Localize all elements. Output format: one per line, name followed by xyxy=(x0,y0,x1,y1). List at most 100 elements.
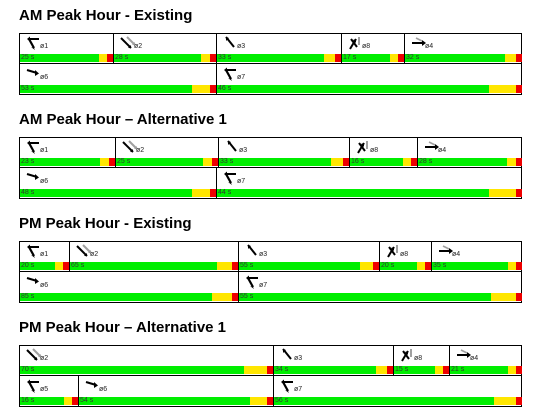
phase-duration: 16 s xyxy=(21,397,35,404)
phase-duration: 23 s xyxy=(21,158,35,165)
red-interval xyxy=(343,158,349,166)
green-interval xyxy=(20,262,55,270)
phase-duration: 34 s xyxy=(275,366,289,373)
phase-separator xyxy=(216,168,217,199)
phase-separator xyxy=(431,241,432,272)
diagram-right-border xyxy=(521,241,522,303)
green-interval xyxy=(239,262,360,270)
green-interval xyxy=(20,85,192,93)
phase-label: ø4 xyxy=(452,251,461,258)
yellow-interval xyxy=(403,158,411,166)
phase-label: ø3 xyxy=(259,251,268,258)
yellow-interval xyxy=(201,54,210,62)
left-turn-arrow-icon xyxy=(25,139,43,160)
yellow-interval xyxy=(100,158,109,166)
green-interval xyxy=(219,158,331,166)
phase-label: ø6 xyxy=(99,386,108,393)
phase-duration: 70 s xyxy=(21,366,35,373)
red-interval xyxy=(212,158,218,166)
left-turn-arrow-icon xyxy=(244,274,262,295)
red-interval xyxy=(387,366,393,374)
phase-duration: 33 s xyxy=(218,54,232,61)
green-interval xyxy=(20,366,244,374)
left-turn-arrow-icon xyxy=(222,66,240,87)
row-separator xyxy=(19,63,522,64)
row-separator xyxy=(19,167,522,168)
diagram-bottom-border xyxy=(19,94,522,95)
through-left-arrow-icon xyxy=(75,243,93,264)
yellow-interval xyxy=(489,85,516,93)
green-interval xyxy=(274,366,376,374)
phase-separator xyxy=(216,64,217,95)
phase-label: ø7 xyxy=(259,282,268,289)
through-arrow-icon xyxy=(25,274,43,295)
green-interval xyxy=(432,262,508,270)
phase-label: ø2 xyxy=(134,43,143,50)
diagram-left-border xyxy=(19,345,20,407)
green-interval xyxy=(380,262,417,270)
green-interval xyxy=(20,293,212,301)
phase-label: ø3 xyxy=(294,355,303,362)
red-interval xyxy=(72,397,78,405)
phase-label: ø2 xyxy=(40,355,49,362)
phase-label: ø1 xyxy=(40,251,49,258)
phase-duration: 20 s xyxy=(21,262,35,269)
northwest-arrow-icon xyxy=(279,347,297,368)
yellow-interval xyxy=(250,397,267,405)
multi-movement-arrow-icon xyxy=(347,35,365,56)
yellow-interval xyxy=(507,158,516,166)
green-interval xyxy=(239,293,491,301)
yellow-interval xyxy=(508,366,516,374)
through-right-arrow-icon xyxy=(455,347,473,368)
northwest-arrow-icon xyxy=(222,35,240,56)
phase-duration: 55 s xyxy=(240,293,254,300)
northwest-arrow-icon xyxy=(224,139,242,160)
phase-label: ø3 xyxy=(237,43,246,50)
phase-separator xyxy=(393,345,394,376)
phase-duration: 35 s xyxy=(433,262,447,269)
multi-movement-arrow-icon xyxy=(399,347,417,368)
phase-label: ø5 xyxy=(40,386,49,393)
diagram-bottom-border xyxy=(19,198,522,199)
yellow-interval xyxy=(331,158,343,166)
diagram-top-border xyxy=(19,33,522,34)
yellow-interval xyxy=(217,262,232,270)
diagram-top-border xyxy=(19,241,522,242)
phase-separator xyxy=(218,137,219,168)
red-interval xyxy=(443,366,449,374)
phase-label: ø8 xyxy=(362,43,371,50)
red-interval xyxy=(107,54,113,62)
diagram-top-border xyxy=(19,137,522,138)
green-interval xyxy=(114,54,201,62)
phase-separator xyxy=(78,376,79,407)
phase-duration: 85 s xyxy=(21,293,35,300)
phase-diagram: ø1 23 s ø2 25 s ø3 33 s ø8 16 s ø4 28 s ø6 48 … xyxy=(19,137,522,199)
red-interval xyxy=(232,262,238,270)
through-arrow-icon xyxy=(25,66,43,87)
diagram-right-border xyxy=(521,33,522,95)
yellow-interval xyxy=(99,54,107,62)
yellow-interval xyxy=(360,262,373,270)
phase-duration: 33 s xyxy=(220,158,234,165)
phase-separator xyxy=(341,33,342,64)
phase-duration: 20 s xyxy=(381,262,395,269)
green-interval xyxy=(418,158,507,166)
red-interval xyxy=(516,85,522,93)
diagram-bottom-border xyxy=(19,302,522,303)
through-left-arrow-icon xyxy=(25,347,43,368)
phase-label: ø3 xyxy=(239,147,248,154)
multi-movement-arrow-icon xyxy=(385,243,403,264)
phase-duration: 21 s xyxy=(451,366,465,373)
yellow-interval xyxy=(64,397,72,405)
phase-separator xyxy=(273,376,274,407)
phase-label: ø6 xyxy=(40,74,49,81)
green-interval xyxy=(20,397,64,405)
phase-diagram: ø1 20 s ø2 65 s ø3 55 s ø8 20 s ø4 35 s ø6 85 … xyxy=(19,241,522,303)
left-turn-arrow-icon xyxy=(279,378,297,399)
green-interval xyxy=(394,366,435,374)
green-interval xyxy=(217,85,489,93)
phase-duration: 56 s xyxy=(275,397,289,404)
yellow-interval xyxy=(390,54,398,62)
phase-diagram: ø2 70 s ø3 34 s ø8 15 s ø4 21 s ø5 16 s ø6 54 … xyxy=(19,345,522,407)
red-interval xyxy=(232,293,238,301)
